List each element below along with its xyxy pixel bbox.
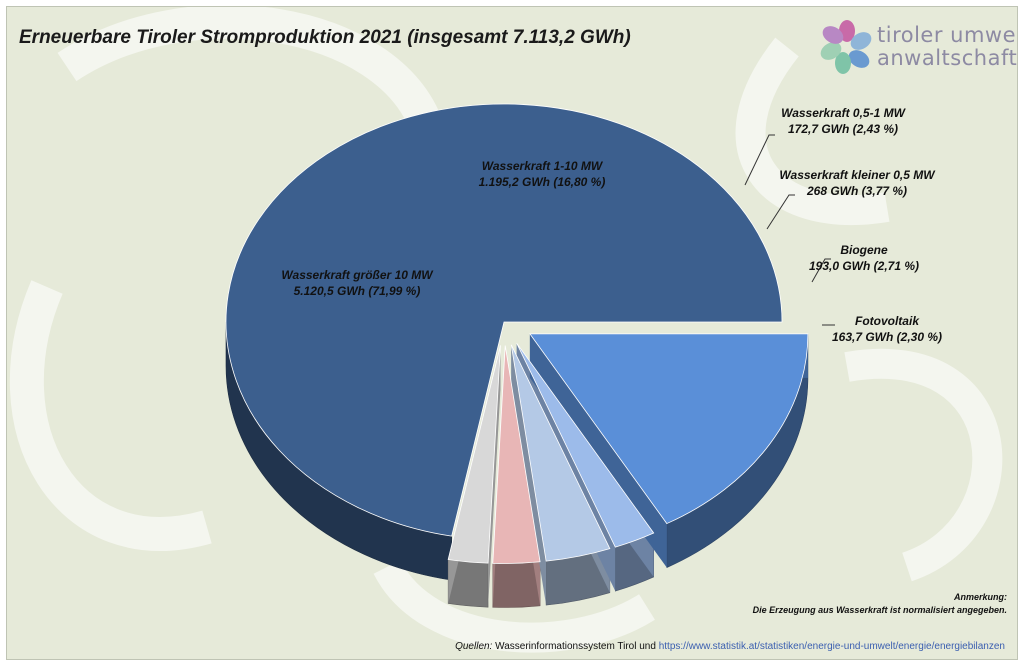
- pie-slice: [447, 345, 501, 564]
- pie-slice-side: [492, 561, 541, 608]
- sources-link[interactable]: https://www.statistik.at/statistiken/ene…: [658, 641, 1005, 652]
- slice-label-value: 172,7 GWh (2,43 %): [788, 122, 898, 136]
- pie-slice: [516, 343, 655, 548]
- flower-logo-icon: [820, 20, 872, 74]
- pie-slice-face: [488, 345, 501, 608]
- leader-line: [744, 134, 775, 186]
- note-heading: Anmerkung:: [953, 592, 1007, 602]
- pie-slice: [529, 333, 809, 525]
- slice-label-value: 5.120,5 GWh (71,99 %): [294, 284, 421, 298]
- pie-slice: [492, 345, 541, 564]
- slice-label-name: Wasserkraft 1-10 MW: [482, 159, 604, 173]
- background-swirls: [9, 7, 1003, 653]
- slice-label-name: Wasserkraft größer 10 MW: [281, 268, 434, 282]
- slice-label-name: Fotovoltaik: [855, 314, 920, 328]
- slice-label-name: Wasserkraft kleiner 0,5 MW: [779, 168, 936, 182]
- pie-slice: [510, 344, 611, 562]
- leader-line: [811, 258, 831, 283]
- logo-text-line1: tiroler umwelt: [877, 23, 1018, 47]
- pie-slice: [225, 103, 783, 537]
- slice-label-name: Wasserkraft 0,5-1 MW: [781, 106, 907, 120]
- pie-slice-face: [511, 344, 547, 606]
- sources-label: Quellen:: [455, 641, 493, 652]
- chart-title: Erneuerbare Tiroler Stromproduktion 2021…: [19, 27, 631, 48]
- slice-label-value: 163,7 GWh (2,30 %): [832, 330, 942, 344]
- slice-label-value: 193,0 GWh (2,71 %): [809, 259, 919, 273]
- chart-frame: Erneuerbare Tiroler Stromproduktion 2021…: [6, 6, 1018, 660]
- leader-line: [766, 194, 795, 230]
- slice-label-value: 1.195,2 GWh (16,80 %): [479, 175, 606, 189]
- logo-text-line2: anwaltschaft: [877, 46, 1018, 70]
- sources: Quellen: Wasserinformationssystem Tirol …: [455, 641, 1005, 652]
- sources-text: Wasserinformationssystem Tirol und: [495, 641, 656, 652]
- note: Anmerkung: Die Erzeugung aus Wasserkraft…: [753, 591, 1007, 617]
- note-text: Die Erzeugung aus Wasserkraft ist normal…: [752, 605, 1007, 615]
- slice-label-value: 268 GWh (3,77 %): [806, 184, 907, 198]
- pie-chart: Wasserkraft größer 10 MW 5.120,5 GWh (71,…: [225, 103, 942, 608]
- logo: tiroler umwelt anwaltschaft: [819, 19, 1017, 79]
- slice-label-name: Biogene: [840, 243, 888, 257]
